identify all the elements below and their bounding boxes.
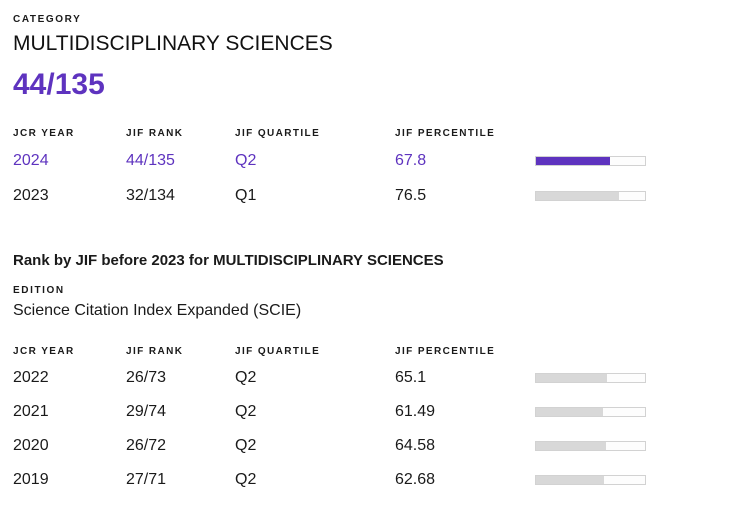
- jif-quartile-cell: Q2: [235, 369, 257, 387]
- jif-quartile-cell: Q2: [235, 437, 257, 455]
- jcr-year-cell: 2022: [13, 369, 49, 387]
- percentile-bar: [535, 407, 646, 418]
- table-header-row: JCR YEAR JIF RANK JIF QUARTILE JIF PERCE…: [13, 128, 755, 139]
- table-row: 2020 26/72 Q2 64.58: [13, 429, 755, 463]
- category-label: CATEGORY: [13, 14, 82, 25]
- jif-percentile-cell: 76.5: [395, 186, 427, 204]
- jif-rank-cell[interactable]: 44/135: [126, 151, 175, 169]
- table-row: 2023 32/134 Q1 76.5: [13, 178, 755, 213]
- jcr-category-panel: CATEGORY MULTIDISCIPLINARY SCIENCES 44/1…: [13, 14, 755, 497]
- percentile-bar: [535, 373, 646, 384]
- jif-rank-table-history: JCR YEAR JIF RANK JIF QUARTILE JIF PERCE…: [13, 346, 755, 497]
- jif-rank-cell: 27/71: [126, 471, 167, 489]
- jif-rank-cell: 32/134: [126, 186, 175, 204]
- jif-percentile-cell: 61.49: [395, 403, 436, 421]
- edition-label: EDITION: [13, 285, 65, 297]
- jif-quartile-cell: Q2: [235, 471, 257, 489]
- header-jif-percentile: JIF PERCENTILE: [395, 346, 496, 358]
- category-name: MULTIDISCIPLINARY SCIENCES: [13, 32, 333, 55]
- jif-rank-cell: 26/73: [126, 369, 167, 387]
- table-row: 2022 26/73 Q2 65.1: [13, 361, 755, 395]
- edition-value: Science Citation Index Expanded (SCIE): [13, 302, 302, 320]
- jif-rank-cell: 29/74: [126, 403, 167, 421]
- jcr-year-cell: 2020: [13, 437, 49, 455]
- table-header-row: JCR YEAR JIF RANK JIF QUARTILE JIF PERCE…: [13, 346, 755, 357]
- percentile-bar: [535, 190, 646, 201]
- table-body: 2022 26/73 Q2 65.1 2021 29/74 Q2 61.49 2…: [13, 361, 755, 497]
- header-jcr-year: JCR YEAR: [13, 346, 75, 358]
- percentile-bar-fill: [536, 476, 605, 485]
- table-row[interactable]: 2024 44/135 Q2 67.8: [13, 143, 755, 178]
- percentile-bar-fill: [536, 156, 610, 165]
- header-jif-quartile: JIF QUARTILE: [235, 128, 321, 140]
- percentile-bar-fill: [536, 408, 604, 417]
- history-section-title: Rank by JIF before 2023 for MULTIDISCIPL…: [13, 252, 444, 270]
- jif-quartile-cell: Q2: [235, 403, 257, 421]
- jcr-year-cell: 2021: [13, 403, 49, 421]
- table-body: 2024 44/135 Q2 67.8 2023 32/134 Q1 76.5: [13, 143, 755, 213]
- jif-rank-table-current: JCR YEAR JIF RANK JIF QUARTILE JIF PERCE…: [13, 128, 755, 213]
- header-jif-rank: JIF RANK: [126, 128, 184, 140]
- jcr-year-cell: 2019: [13, 471, 49, 489]
- header-jcr-year: JCR YEAR: [13, 128, 75, 140]
- jcr-year-cell: 2023: [13, 186, 49, 204]
- percentile-bar-fill: [536, 191, 620, 200]
- current-rank-headline: 44/135: [13, 68, 105, 102]
- jif-rank-cell: 26/72: [126, 437, 167, 455]
- header-jif-percentile: JIF PERCENTILE: [395, 128, 496, 140]
- percentile-bar: [535, 155, 646, 166]
- table-row: 2019 27/71 Q2 62.68: [13, 463, 755, 497]
- jif-quartile-cell: Q1: [235, 186, 257, 204]
- jif-percentile-cell: 64.58: [395, 437, 436, 455]
- header-jif-quartile: JIF QUARTILE: [235, 346, 321, 358]
- percentile-bar: [535, 475, 646, 486]
- percentile-bar: [535, 441, 646, 452]
- jif-percentile-cell: 65.1: [395, 369, 427, 387]
- table-row: 2021 29/74 Q2 61.49: [13, 395, 755, 429]
- percentile-bar-fill: [536, 374, 607, 383]
- jcr-year-cell[interactable]: 2024: [13, 151, 49, 169]
- jif-quartile-cell[interactable]: Q2: [235, 151, 257, 169]
- jif-percentile-cell[interactable]: 67.8: [395, 151, 427, 169]
- header-jif-rank: JIF RANK: [126, 346, 184, 358]
- jif-percentile-cell: 62.68: [395, 471, 436, 489]
- percentile-bar-fill: [536, 442, 607, 451]
